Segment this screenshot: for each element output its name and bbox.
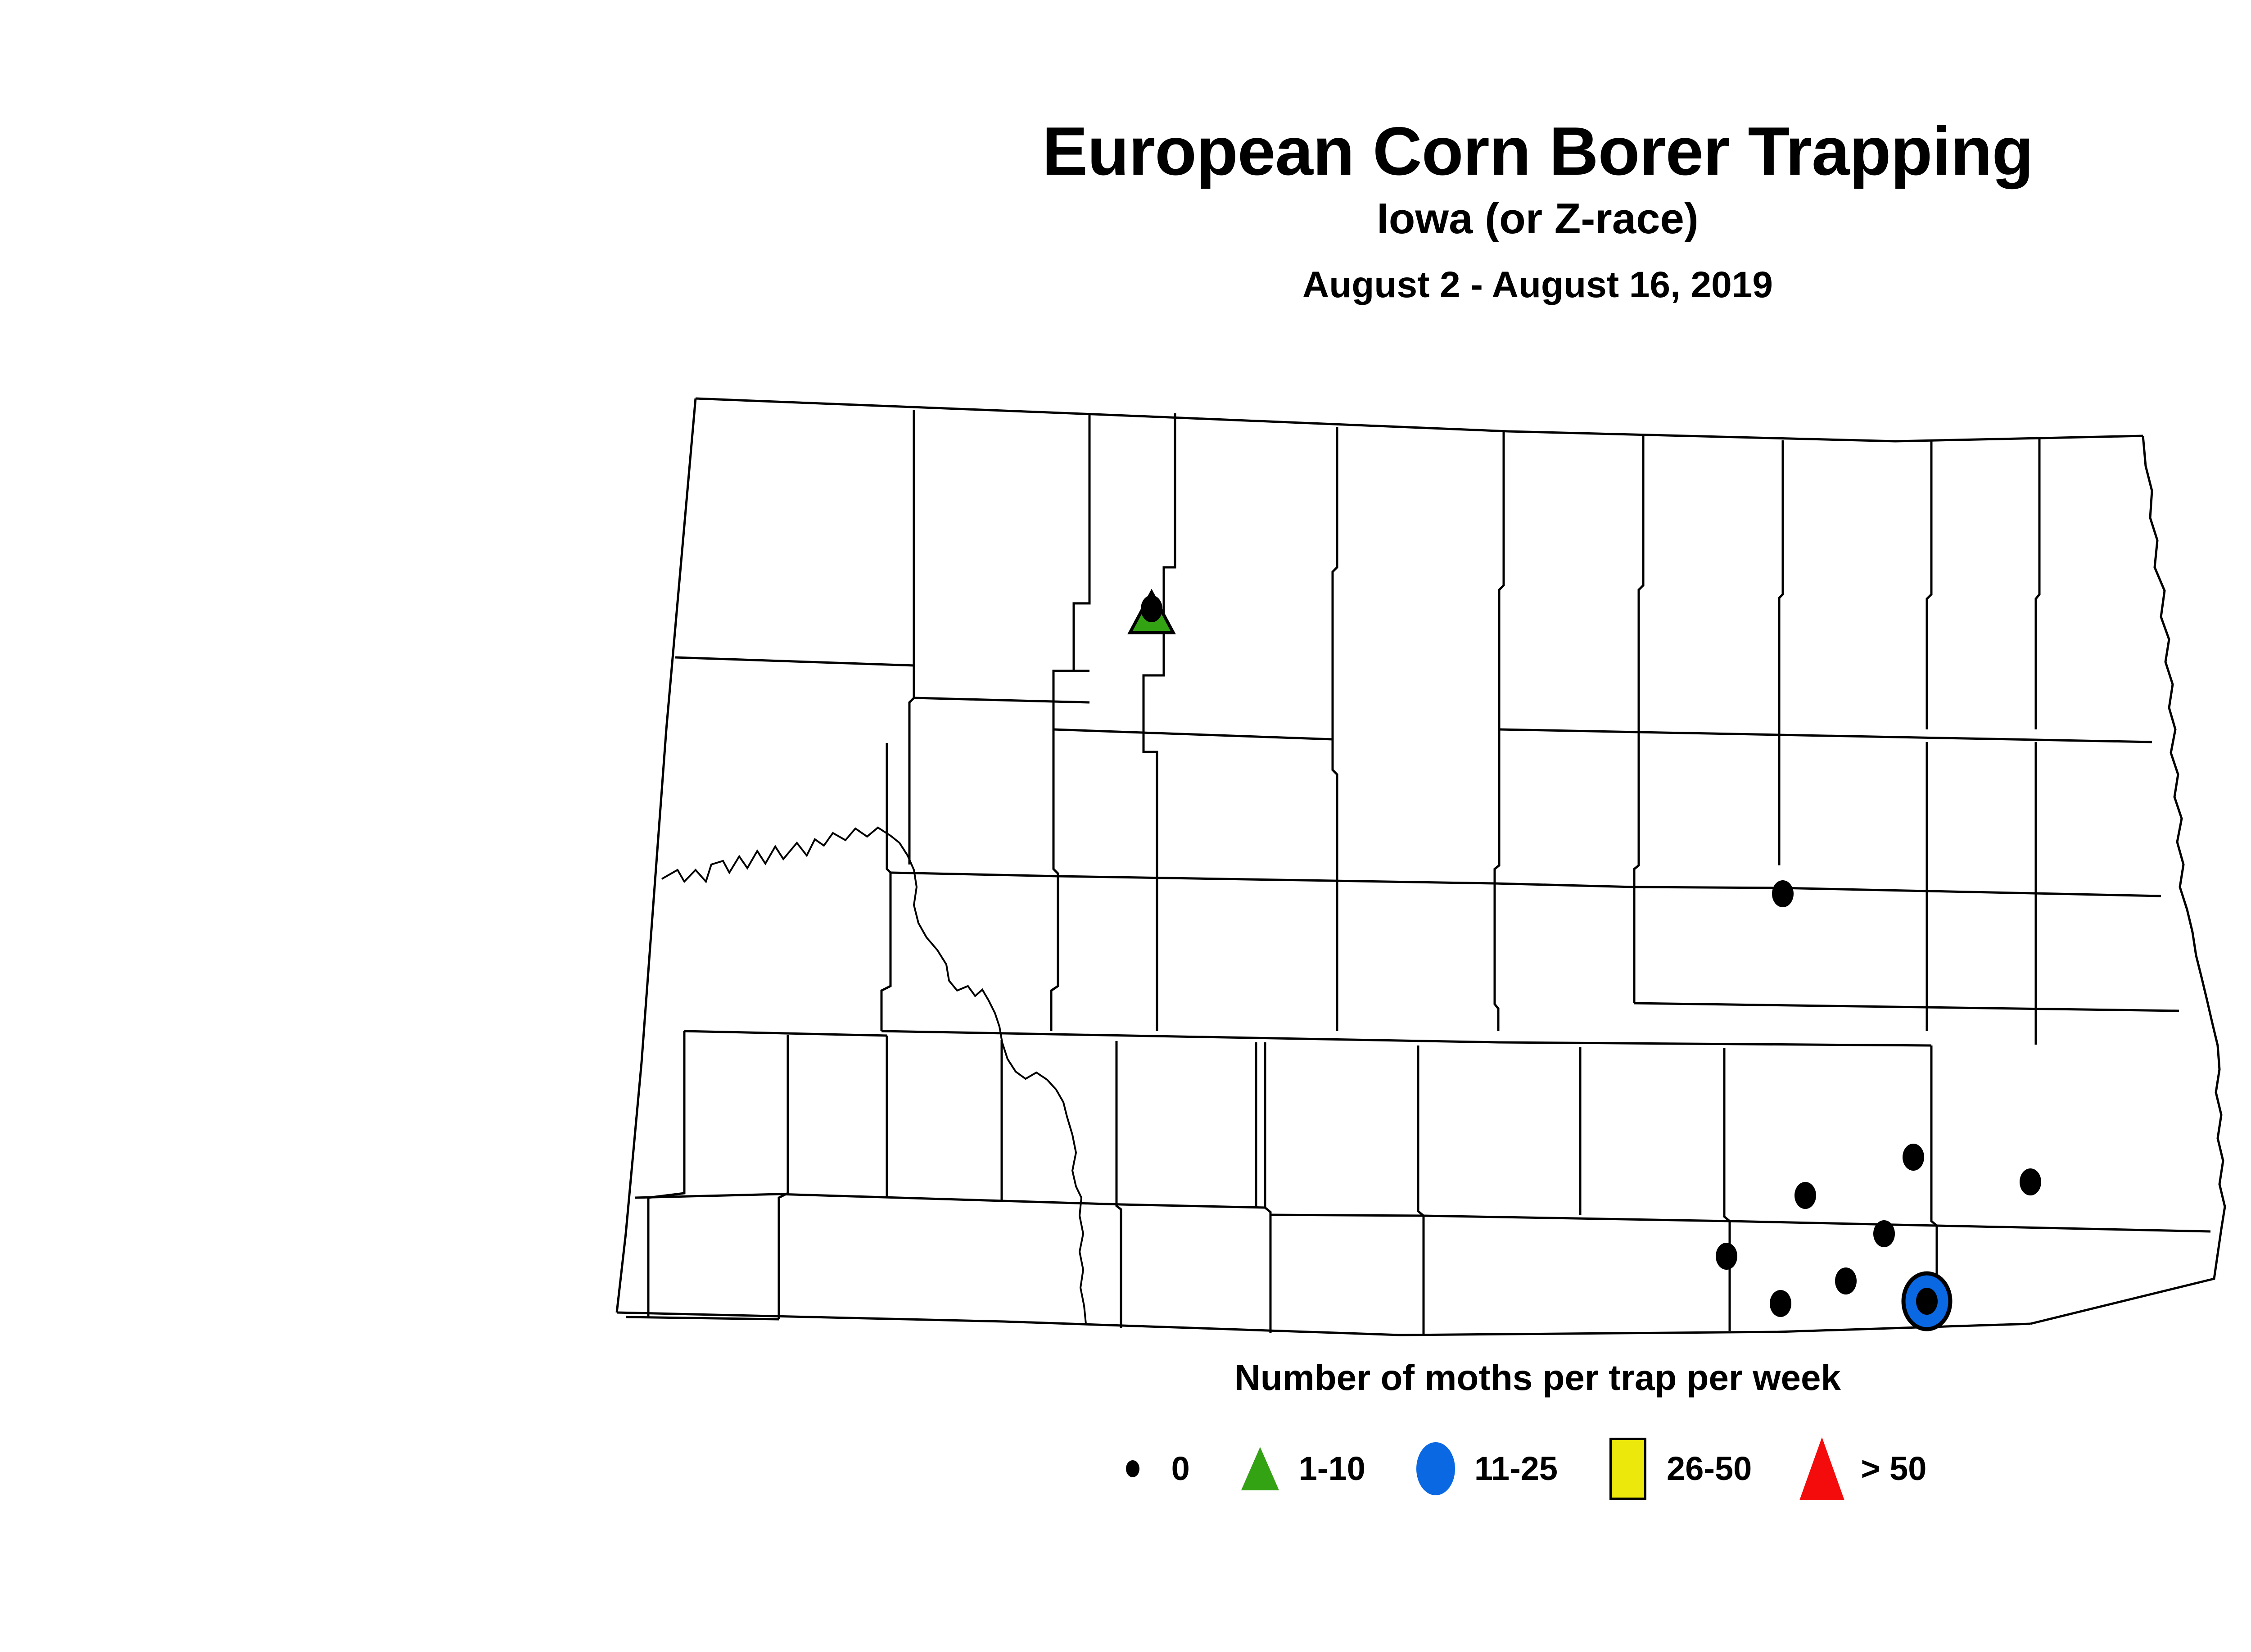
triangle-red-icon — [1795, 1437, 1849, 1500]
trap-marker-1-10[interactable] — [1127, 588, 1176, 634]
legend: Number of moths per trap per week 0 1-10… — [0, 1360, 2251, 1500]
trap-marker-0[interactable] — [1835, 1267, 1857, 1294]
page-title: European Corn Borer Trapping — [1042, 113, 2034, 190]
page-subtitle: Iowa (or Z-race) — [1377, 195, 1699, 243]
legend-label: 26-50 — [1667, 1450, 1752, 1487]
legend-item-0[interactable]: 0 — [1106, 1452, 1233, 1485]
legend-items: 0 1-10 11-25 26-50 — [0, 1437, 2251, 1500]
map-figure — [599, 387, 2228, 1342]
circle-blue-icon — [1409, 1442, 1463, 1495]
circle-small-icon — [1106, 1460, 1160, 1477]
date-range: August 2 - August 16, 2019 — [1302, 264, 1773, 305]
trap-marker-0[interactable] — [1772, 880, 1794, 907]
trap-marker-0[interactable] — [1794, 1182, 1816, 1209]
trap-marker-0[interactable] — [1903, 1144, 1924, 1171]
legend-item-1-10[interactable]: 1-10 — [1233, 1447, 1409, 1490]
legend-item-26-50[interactable]: 26-50 — [1601, 1438, 1795, 1500]
legend-title: Number of moths per trap per week — [1234, 1358, 1841, 1398]
trap-marker-0[interactable] — [1770, 1290, 1791, 1317]
county-borders — [615, 397, 2226, 1336]
legend-item-over-50[interactable]: > 50 — [1795, 1437, 1970, 1500]
triangle-green-icon — [1233, 1447, 1287, 1490]
trap-marker-11-25[interactable] — [1901, 1271, 1953, 1331]
north-dakota-county-map — [615, 397, 2226, 1336]
legend-label: 0 — [1171, 1450, 1190, 1487]
legend-label: 11-25 — [1474, 1450, 1558, 1487]
legend-label: 1-10 — [1298, 1450, 1365, 1487]
title-block: European Corn Borer Trapping Iowa (or Z-… — [0, 117, 2251, 303]
trap-marker-0[interactable] — [2020, 1168, 2041, 1195]
trap-markers — [1127, 588, 2041, 1331]
square-yellow-icon — [1601, 1438, 1655, 1500]
legend-label: > 50 — [1861, 1450, 1927, 1487]
trap-marker-0[interactable] — [1716, 1243, 1737, 1270]
trap-marker-0[interactable] — [1873, 1220, 1895, 1247]
legend-item-11-25[interactable]: 11-25 — [1409, 1442, 1601, 1495]
